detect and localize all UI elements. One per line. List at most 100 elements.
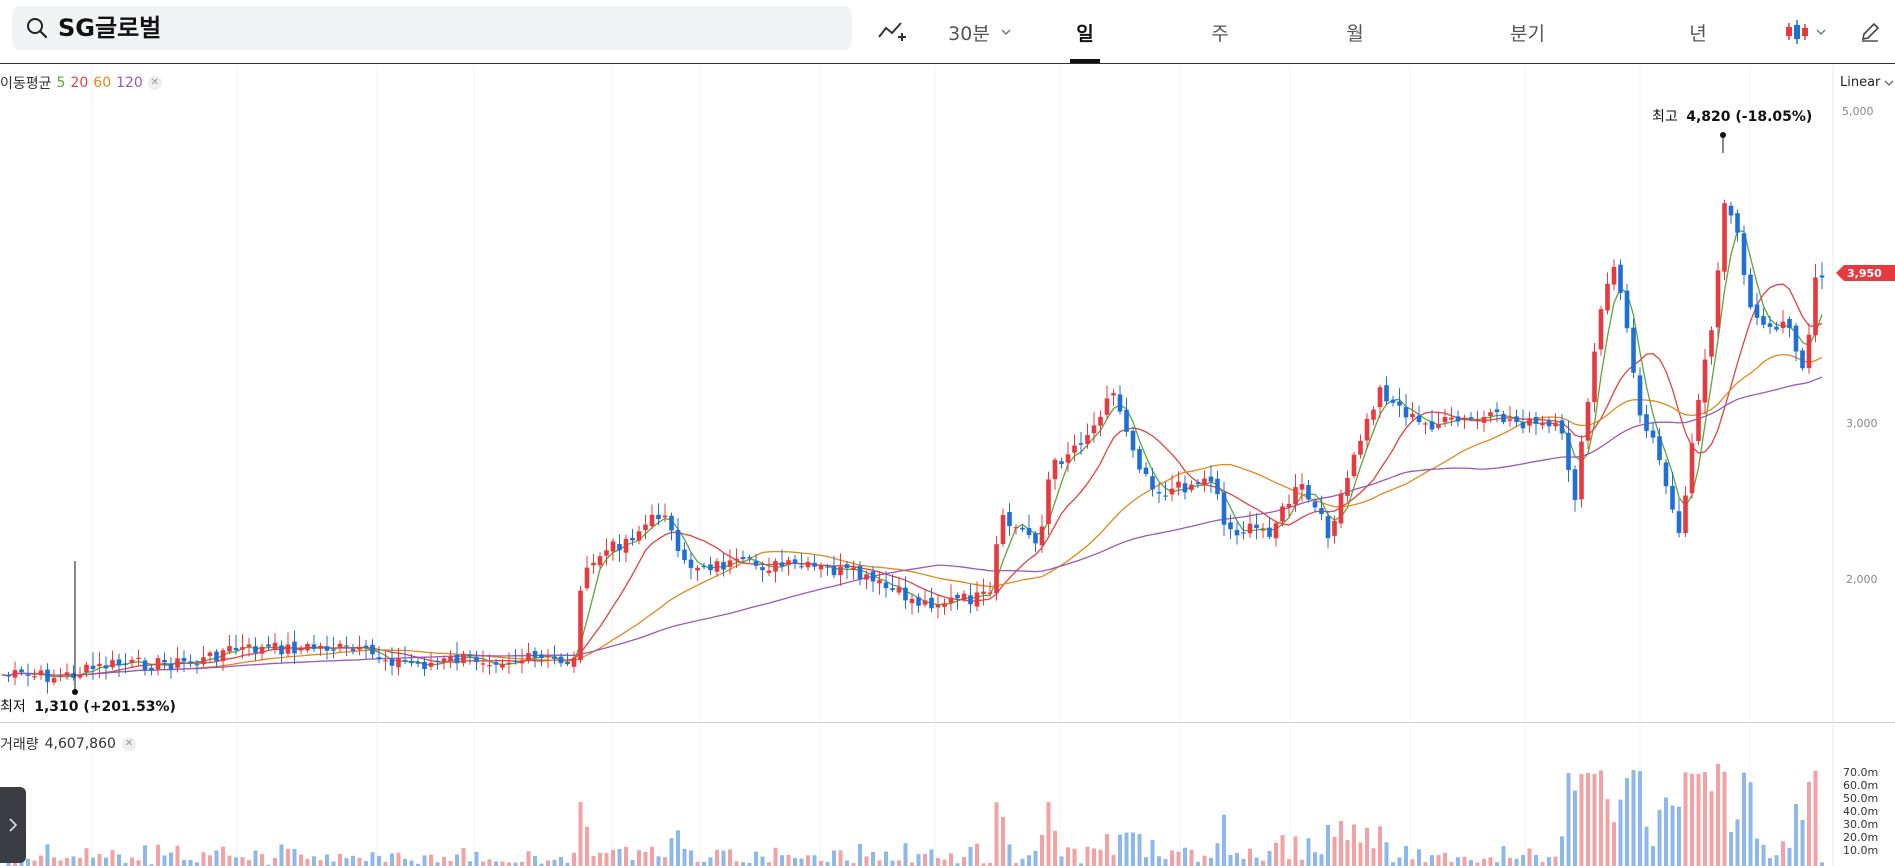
volume-bar: [1534, 854, 1538, 866]
volume-bar: [39, 855, 43, 866]
scale-mode-dropdown[interactable]: Linear: [1840, 75, 1894, 90]
volume-bar: [533, 855, 537, 866]
tab-quarter[interactable]: 분기: [1510, 22, 1545, 45]
price-chart-pane[interactable]: 5,000 3,000 2,000 3,950 최고 4,820 (-18.05…: [0, 65, 1895, 723]
candle-body: [1026, 527, 1032, 536]
y-tick-label: 2,000: [1846, 573, 1878, 586]
candle-body: [331, 649, 336, 651]
search-input[interactable]: SG글로벌: [58, 14, 162, 42]
volume-bar: [208, 855, 212, 866]
candle-body: [1514, 416, 1519, 423]
price-chart[interactable]: 5,000 3,000 2,000 3,950 최고 4,820 (-18.05…: [0, 65, 1895, 723]
add-indicator-button[interactable]: [872, 0, 912, 64]
volume-bar: [1677, 806, 1681, 866]
volume-bar: [786, 854, 791, 866]
volume-bar: [1176, 851, 1181, 866]
volume-bar: [513, 862, 518, 866]
volume-bar: [1508, 857, 1512, 866]
candle-body: [1163, 495, 1168, 497]
high-label-prefix: 최고: [1652, 109, 1678, 125]
volume-bar: [1488, 857, 1493, 866]
volume-bar: [669, 838, 674, 866]
candle-body: [1208, 476, 1214, 482]
candle-body: [1130, 430, 1136, 451]
candle-body: [1202, 478, 1207, 486]
stock-search-box[interactable]: SG글로벌: [12, 6, 852, 50]
candle-body: [6, 675, 11, 677]
tab-month[interactable]: 월: [1346, 22, 1364, 45]
volume-bar: [825, 861, 830, 866]
candle-body: [799, 566, 804, 568]
volume-bar: [910, 862, 914, 866]
tab-day[interactable]: 일: [1076, 22, 1094, 45]
volume-bar: [1443, 852, 1447, 866]
candle-body: [1065, 454, 1071, 463]
volume-bar: [1761, 844, 1766, 866]
candle-body: [32, 676, 37, 678]
volume-bar: [214, 850, 219, 866]
chevron-right-icon: [9, 818, 18, 832]
volume-bar: [435, 862, 440, 866]
volume-bar: [461, 847, 466, 866]
volume-bars: [6, 764, 1824, 866]
ma-120-label[interactable]: 120: [116, 75, 143, 91]
volume-bar: [851, 862, 856, 866]
volume-bar: [708, 857, 713, 866]
volume-bar: [279, 844, 284, 866]
candle-body: [1338, 493, 1344, 524]
candle-body: [227, 646, 232, 652]
candle-body: [610, 541, 616, 552]
ma-60-label[interactable]: 60: [93, 75, 112, 91]
volume-bar: [1618, 799, 1623, 866]
volume-chart[interactable]: 70.0m 60.0m 50.0m 40.0m 30.0m 20.0m 10.0…: [0, 724, 1895, 866]
candle-body: [324, 646, 330, 651]
volume-bar: [91, 857, 95, 866]
chart-type-dropdown[interactable]: [1780, 0, 1830, 64]
candle-body: [1416, 415, 1422, 422]
remove-volume-button[interactable]: ✕: [121, 737, 136, 751]
volume-bar: [832, 850, 836, 866]
tab-year[interactable]: 년: [1689, 22, 1707, 45]
candle-body: [1345, 478, 1350, 496]
candle-body: [1676, 511, 1682, 533]
volume-bar: [1605, 799, 1610, 866]
volume-bar: [682, 848, 687, 866]
candle-body: [1390, 399, 1396, 403]
volume-bar: [481, 861, 485, 866]
candle-body: [51, 678, 57, 683]
volume-bar: [78, 857, 82, 866]
side-panel-toggle[interactable]: [0, 787, 26, 863]
candle-body: [1598, 309, 1604, 350]
volume-chart-pane[interactable]: 70.0m 60.0m 50.0m 40.0m 30.0m 20.0m 10.0…: [0, 724, 1895, 866]
drawing-tool-button[interactable]: [1852, 0, 1888, 64]
candle-body: [142, 660, 148, 670]
candle-body: [727, 560, 733, 567]
candle-body: [942, 603, 947, 607]
ma-20-label[interactable]: 20: [70, 75, 89, 91]
remove-ma-button[interactable]: ✕: [147, 76, 162, 90]
candle-body: [1215, 478, 1220, 495]
volume-bar: [1527, 848, 1532, 866]
volume-bar: [741, 862, 745, 866]
volume-bar: [468, 861, 472, 866]
volume-bar: [117, 854, 121, 866]
volume-bar: [1072, 848, 1077, 866]
volume-bar: [403, 858, 407, 866]
volume-bar: [1586, 772, 1590, 866]
volume-bar: [1163, 859, 1168, 866]
candle-body: [961, 593, 967, 600]
candle-body: [1111, 393, 1116, 396]
interval-dropdown[interactable]: 30분: [945, 0, 1015, 64]
volume-bar: [195, 862, 199, 866]
tab-week[interactable]: 주: [1211, 22, 1229, 45]
volume-bar: [1495, 862, 1499, 866]
candle-body: [974, 592, 980, 607]
volume-bar: [1358, 842, 1363, 866]
volume-bar: [1547, 857, 1551, 866]
volume-bar: [1729, 832, 1733, 866]
volume-bar: [1820, 862, 1824, 866]
candle-body: [987, 592, 993, 594]
candle-body: [864, 574, 869, 580]
candle-body: [1228, 522, 1233, 530]
ma-5-label[interactable]: 5: [56, 75, 66, 91]
